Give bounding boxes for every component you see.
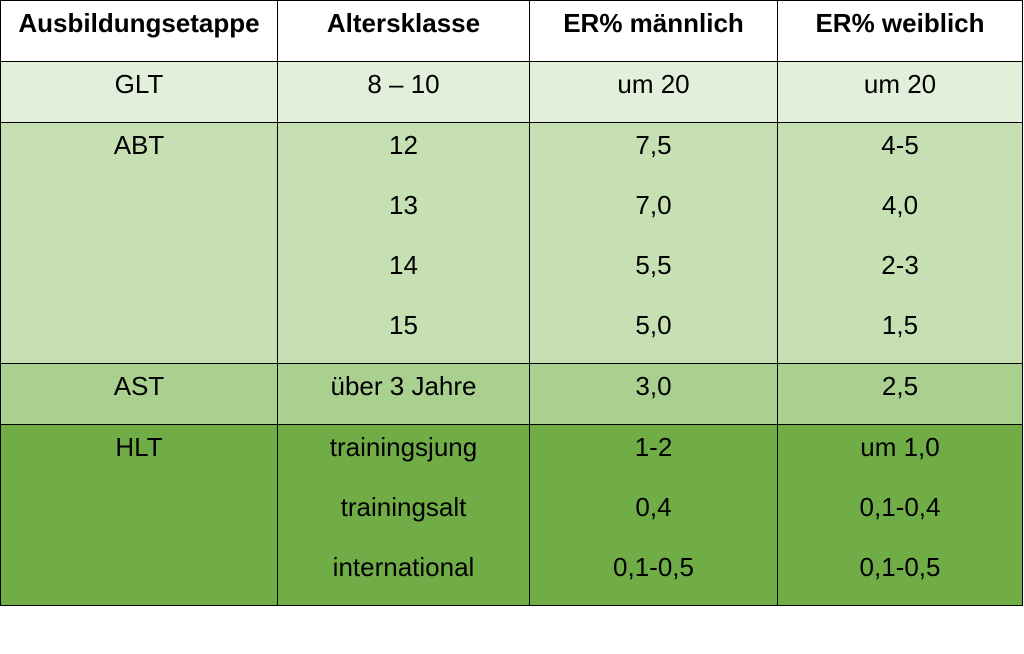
female-value: 1,5 (881, 310, 919, 340)
header-er-maennlich: ER% männlich (529, 0, 778, 62)
age-cell: 12 13 14 15 (277, 122, 530, 364)
stage-cell: AST (0, 363, 278, 425)
age-value: 13 (389, 190, 418, 220)
female-cell: 4-5 4,0 2-3 1,5 (777, 122, 1023, 364)
female-cell: 2,5 (777, 363, 1023, 425)
female-value: um 20 (863, 69, 937, 99)
female-value: 4,0 (881, 190, 919, 220)
female-value: 2,5 (881, 371, 919, 401)
header-er-weiblich: ER% weiblich (777, 0, 1023, 62)
table-row-abt: ABT 12 13 14 15 7,5 7,0 5,5 5,0 4-5 4,0 … (0, 122, 1023, 364)
male-value: 5,5 (635, 250, 672, 280)
header-row: Ausbildungsetappe Altersklasse ER% männl… (0, 0, 1023, 62)
female-value: 0,1-0,5 (859, 552, 941, 582)
age-value: 14 (389, 250, 418, 280)
header-ausbildungsetappe: Ausbildungsetappe (0, 0, 278, 62)
female-value: 0,1-0,4 (859, 492, 941, 522)
age-value: 12 (389, 130, 418, 160)
male-value: 7,0 (635, 190, 672, 220)
male-value: um 20 (617, 69, 690, 99)
age-cell: über 3 Jahre (277, 363, 530, 425)
female-value: 4-5 (881, 130, 919, 160)
female-value: 2-3 (881, 250, 919, 280)
age-value: über 3 Jahre (330, 371, 477, 401)
stage-cell: ABT (0, 122, 278, 364)
stage-cell: HLT (0, 424, 278, 606)
stage-label: ABT (113, 130, 165, 160)
female-cell: um 20 (777, 61, 1023, 123)
male-cell: 3,0 (529, 363, 778, 425)
table-row-hlt: HLT trainingsjung trainingsalt internati… (0, 424, 1023, 606)
age-value: trainingsalt (340, 492, 467, 522)
female-cell: um 1,0 0,1-0,4 0,1-0,5 (777, 424, 1023, 606)
stage-label: AST (113, 371, 165, 401)
age-value: trainingsjung (329, 432, 478, 462)
male-value: 3,0 (635, 371, 672, 401)
male-value: 0,4 (635, 492, 672, 522)
female-value: um 1,0 (860, 432, 940, 462)
male-cell: 1-2 0,4 0,1-0,5 (529, 424, 778, 606)
age-value: international (332, 552, 475, 582)
male-value: 7,5 (635, 130, 672, 160)
male-value: 1-2 (634, 432, 673, 462)
er-table: Ausbildungsetappe Altersklasse ER% männl… (0, 0, 1023, 606)
stage-label: GLT (114, 69, 164, 99)
header-altersklasse: Altersklasse (277, 0, 530, 62)
stage-cell: GLT (0, 61, 278, 123)
male-cell: 7,5 7,0 5,5 5,0 (529, 122, 778, 364)
male-value: 5,0 (635, 310, 672, 340)
table-row-ast: AST über 3 Jahre 3,0 2,5 (0, 363, 1023, 425)
age-value: 8 – 10 (367, 69, 440, 99)
age-cell: 8 – 10 (277, 61, 530, 123)
stage-label: HLT (115, 432, 163, 462)
age-cell: trainingsjung trainingsalt international (277, 424, 530, 606)
table-row-glt: GLT 8 – 10 um 20 um 20 (0, 61, 1023, 123)
age-value: 15 (389, 310, 418, 340)
male-value: 0,1-0,5 (613, 552, 694, 582)
male-cell: um 20 (529, 61, 778, 123)
